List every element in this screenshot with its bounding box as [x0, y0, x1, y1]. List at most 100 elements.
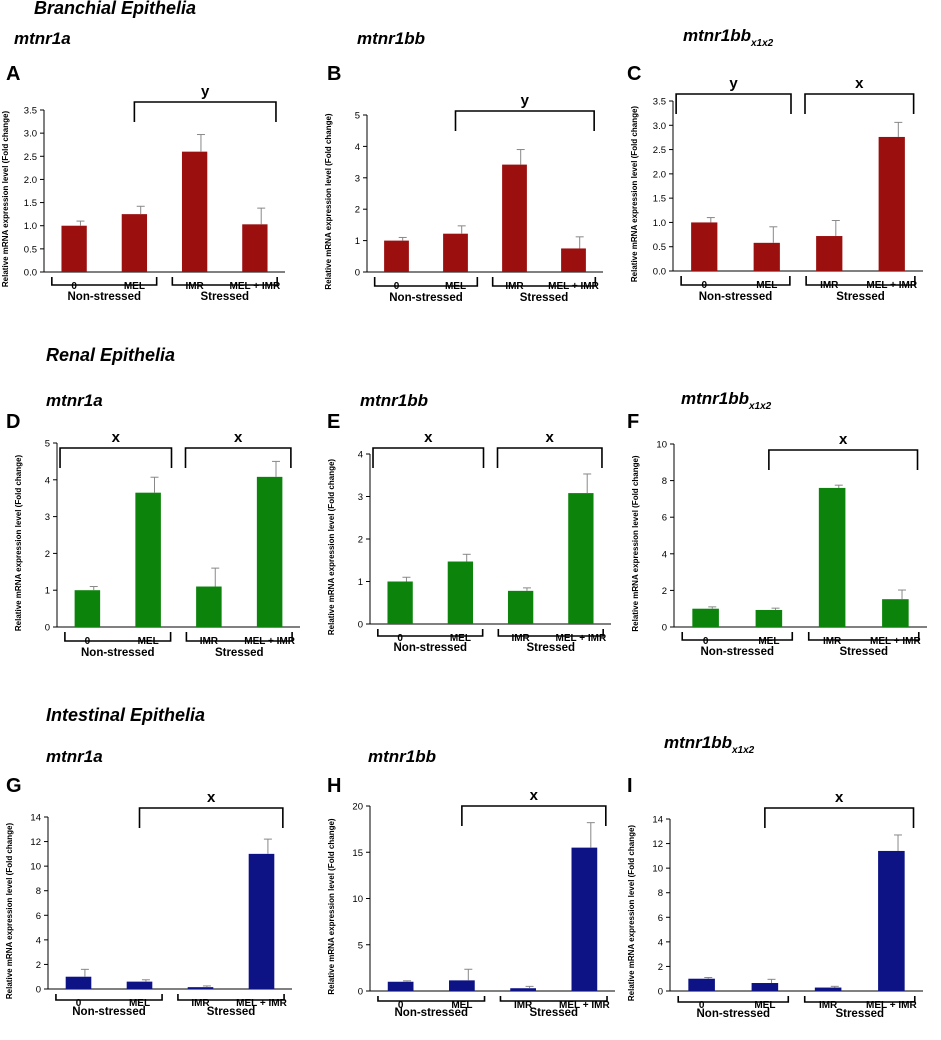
y-axis-label: Relative mRNA expression level (Fold cha…	[5, 823, 14, 1000]
x-category-label: IMR	[514, 1000, 533, 1011]
group-bracket	[373, 277, 479, 287]
bar-mel-imr	[878, 850, 905, 991]
group-label: Non-stressed	[395, 1007, 469, 1019]
y-tick-label: 20	[352, 802, 363, 813]
y-axis-label: Relative mRNA expression level (Fold cha…	[631, 455, 640, 632]
y-tick-label: 10	[352, 894, 363, 905]
y-tick-label: 8	[658, 888, 663, 899]
y-tick-label: 2	[358, 535, 363, 546]
significance-label: x	[839, 431, 848, 448]
y-tick-label: 4	[658, 937, 663, 948]
significance-label: x	[112, 429, 121, 446]
panel-title: mtnr1bbx1x2	[681, 389, 772, 412]
x-category-label: IMR	[185, 281, 204, 292]
y-tick-label: 3	[355, 173, 360, 184]
significance-bracket	[372, 447, 485, 468]
x-category-label: 0	[76, 998, 82, 1009]
bar-mel	[135, 492, 161, 627]
bar-0	[65, 976, 92, 989]
y-tick-label: 12	[652, 839, 663, 850]
y-tick-label: 4	[355, 142, 360, 153]
group-bracket	[64, 632, 172, 642]
y-tick-label: 0	[355, 268, 360, 279]
panel-letter: E	[327, 411, 340, 433]
bar-0	[61, 225, 87, 272]
group-label: Stressed	[200, 291, 249, 303]
significance-label: x	[546, 429, 555, 446]
y-tick-label: 2	[658, 962, 663, 973]
bar-0	[387, 981, 414, 991]
group-bracket	[51, 277, 158, 286]
panel-letter: C	[627, 63, 641, 85]
bar-0	[692, 608, 719, 627]
significance-bracket	[184, 447, 292, 468]
bar-0	[688, 978, 715, 991]
bar-imr	[814, 987, 842, 991]
y-tick-label: 0	[45, 623, 50, 634]
bar-mel-imr	[256, 476, 283, 627]
y-tick-label: 3.0	[24, 129, 37, 140]
y-tick-label: 5	[358, 940, 363, 951]
y-tick-label: 3.5	[24, 106, 37, 117]
y-tick-label: 6	[36, 911, 41, 922]
bar-imr	[181, 151, 208, 272]
y-tick-label: 14	[30, 813, 41, 824]
significance-bracket	[133, 101, 277, 122]
y-tick-label: 2	[662, 586, 667, 597]
x-category-label: MEL + IMR	[870, 636, 921, 647]
bar-mel-imr	[561, 248, 586, 272]
y-tick-label: 1.0	[24, 221, 37, 232]
x-category-label: MEL + IMR	[230, 281, 281, 292]
significance-label: x	[835, 789, 844, 806]
panel-letter: B	[327, 63, 341, 85]
bar-mel-imr	[571, 847, 598, 991]
y-axis-label: Relative mRNA expression level (Fold cha…	[14, 455, 23, 632]
y-tick-label: 10	[30, 862, 41, 873]
bar-imr	[816, 236, 843, 271]
y-tick-label: 6	[662, 513, 667, 524]
panel-title: mtnr1bb	[368, 747, 436, 766]
bar-mel	[121, 214, 148, 272]
y-tick-label: 0	[662, 623, 667, 634]
bar-mel	[755, 609, 783, 627]
significance-label: x	[855, 75, 864, 92]
bar-imr	[502, 164, 527, 272]
x-category-label: 0	[398, 1000, 404, 1011]
y-tick-label: 3.5	[653, 97, 666, 108]
y-tick-label: 0.5	[653, 242, 666, 253]
group-label: Non-stressed	[701, 646, 775, 658]
group-label: Stressed	[836, 291, 885, 303]
bar-mel-imr	[568, 493, 594, 624]
x-category-label: 0	[703, 636, 709, 647]
y-tick-label: 2	[45, 549, 50, 560]
bar-mel-imr	[882, 599, 909, 627]
y-tick-label: 3.0	[653, 121, 666, 132]
group-bracket	[177, 994, 285, 1001]
panel-letter: I	[627, 775, 633, 797]
bar-0	[387, 581, 413, 624]
bar-mel	[449, 980, 475, 991]
section-title-intestinal: Intestinal Epithelia	[46, 705, 205, 725]
significance-label: x	[424, 429, 433, 446]
y-tick-label: 4	[358, 450, 363, 461]
group-bracket	[377, 996, 486, 1002]
y-tick-label: 10	[652, 864, 663, 875]
panel-title: mtnr1bb	[357, 29, 425, 48]
bar-mel	[447, 561, 474, 624]
x-category-label: IMR	[819, 1000, 838, 1011]
y-tick-label: 0	[36, 985, 41, 996]
bar-mel-imr	[248, 853, 275, 989]
section-title-renal: Renal Epithelia	[46, 345, 175, 365]
y-axis-label: Relative mRNA expression level (Fold cha…	[327, 818, 336, 995]
group-bracket	[803, 996, 916, 1003]
group-label: Stressed	[839, 646, 888, 658]
group-label: Stressed	[835, 1008, 884, 1020]
y-tick-label: 15	[352, 848, 363, 859]
y-axis-label: Relative mRNA expression level (Fold cha…	[1, 111, 10, 288]
